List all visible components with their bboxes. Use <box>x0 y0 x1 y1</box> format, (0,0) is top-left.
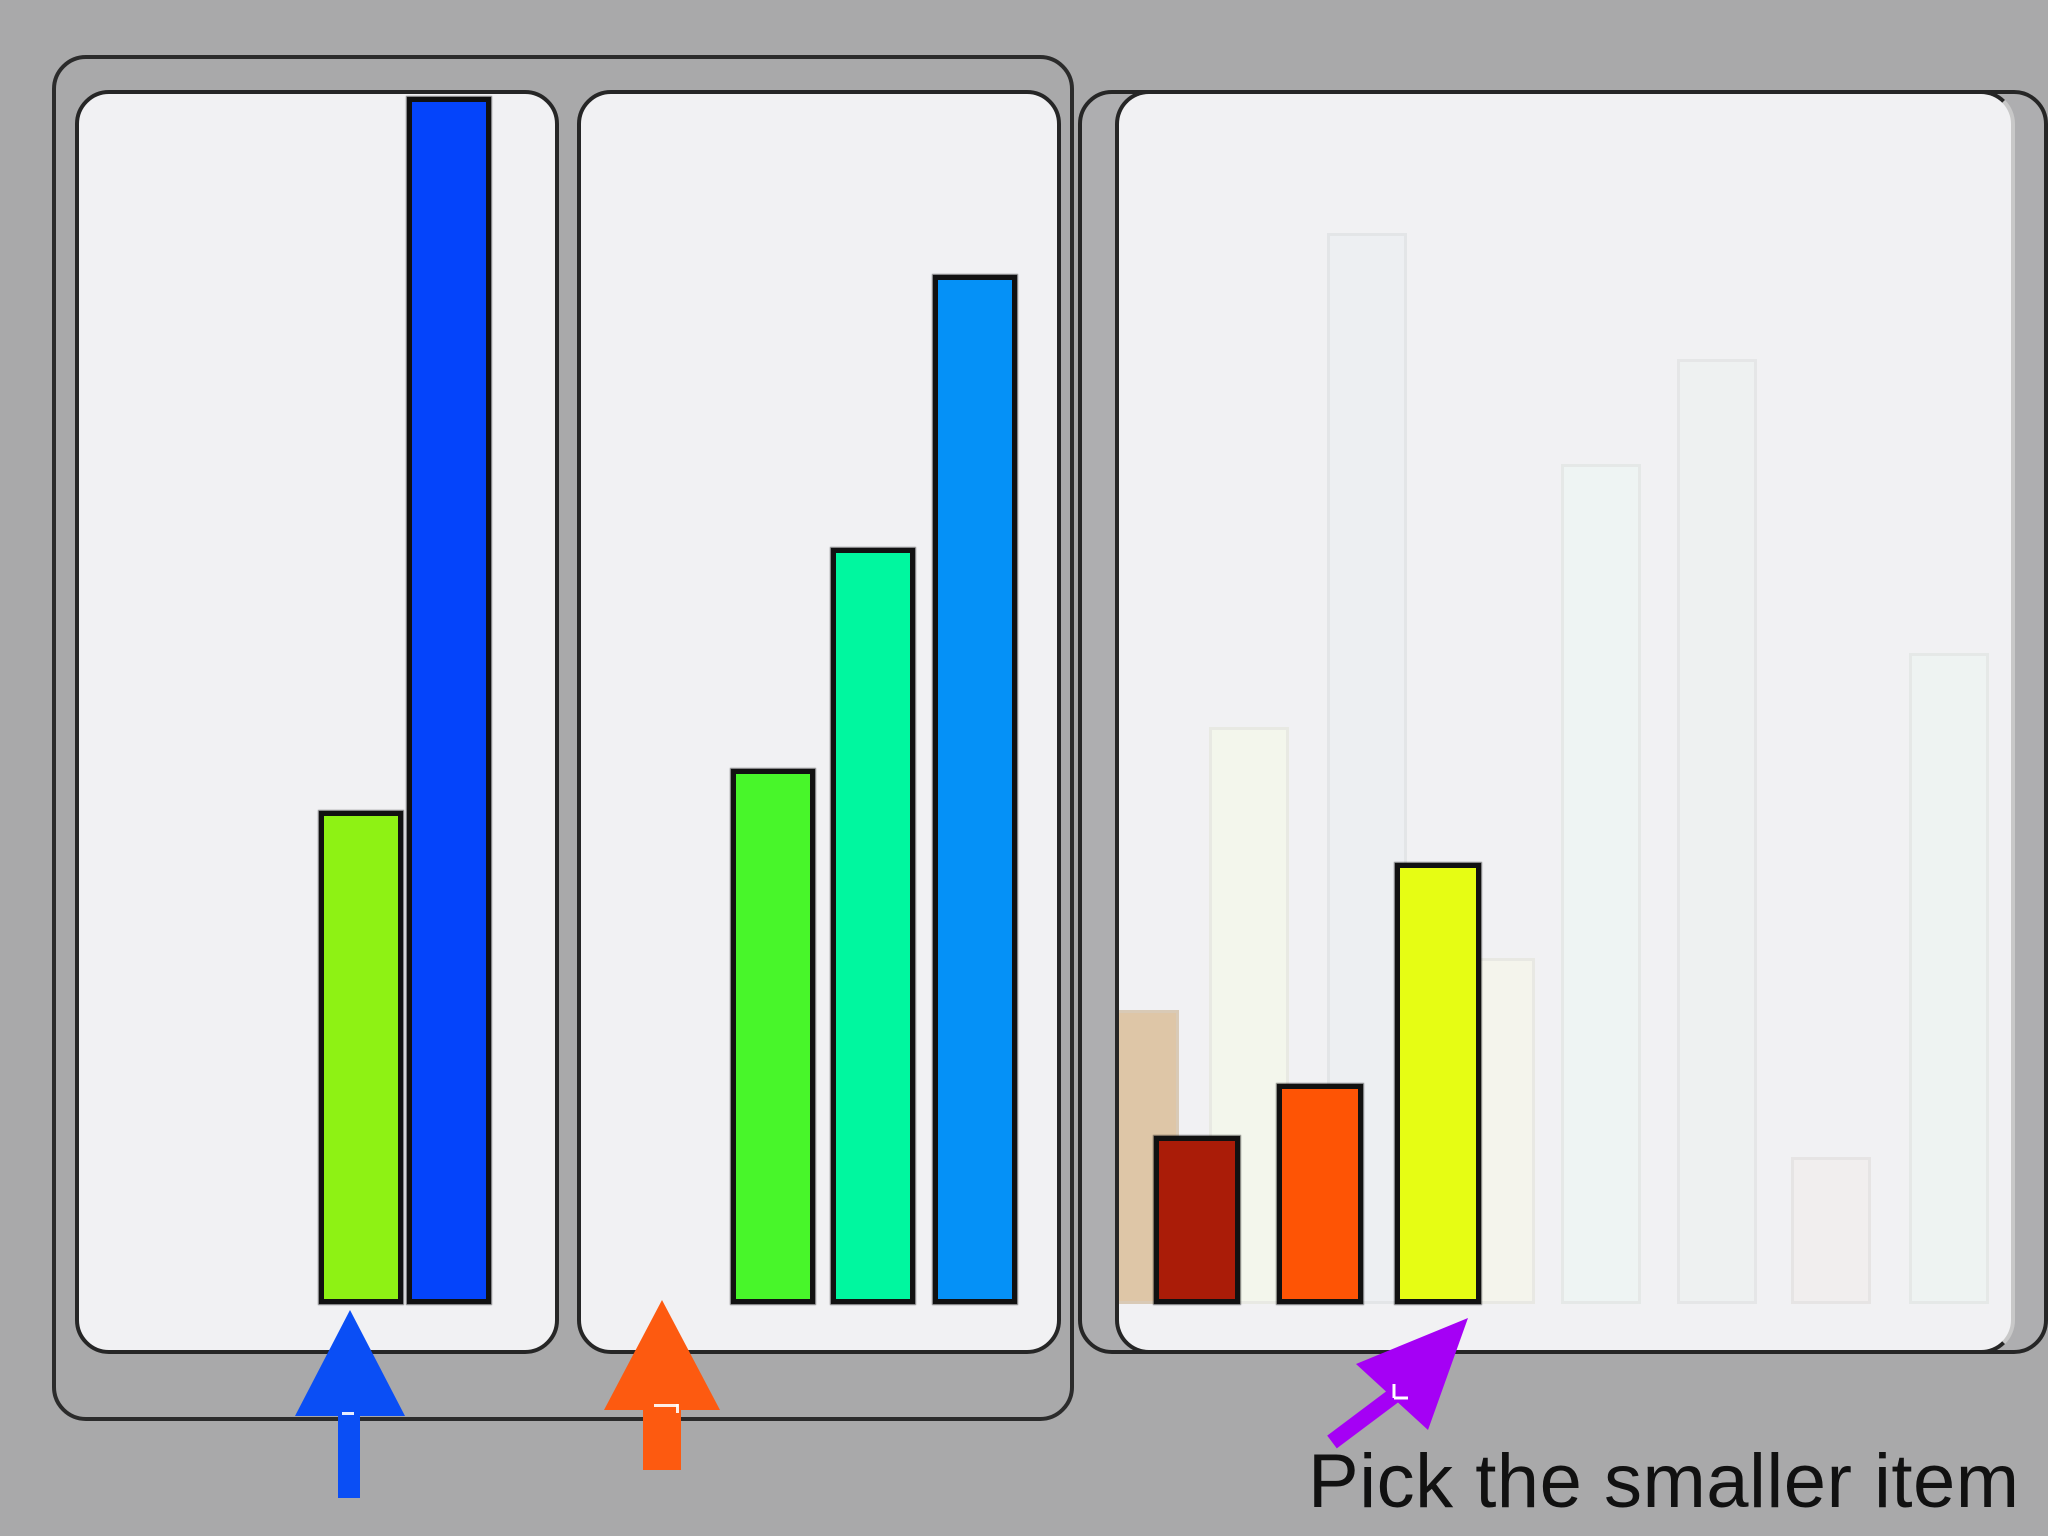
left-option-bar-1 <box>319 810 403 1304</box>
instruction-text: Pick the smaller item <box>1308 1439 2020 1524</box>
middle-option-bar-2 <box>831 548 915 1304</box>
blue-up-arrow-icon[interactable] <box>290 1308 410 1500</box>
middle-option-bar-1 <box>731 768 815 1304</box>
right-option-bar-2 <box>1277 1083 1363 1304</box>
options-group-frame <box>52 55 1074 1421</box>
orange-up-arrow-icon[interactable] <box>600 1298 724 1474</box>
middle-option-panel[interactable] <box>577 90 1061 1354</box>
right-option-bar-1 <box>1154 1136 1240 1304</box>
middle-option-bar-3 <box>933 275 1017 1304</box>
right-option-ghost-bar-8 <box>1909 653 1989 1304</box>
left-option-bar-2 <box>407 96 491 1304</box>
right-option-bar-3 <box>1395 863 1481 1304</box>
right-option-panel[interactable] <box>1115 90 2015 1354</box>
right-option-ghost-bar-6 <box>1677 359 1757 1304</box>
left-option-panel[interactable] <box>75 90 559 1354</box>
purple-diagonal-arrow-icon[interactable] <box>1318 1312 1478 1452</box>
right-option-ghost-bar-5 <box>1561 464 1641 1304</box>
right-option-ghost-bar-7 <box>1791 1157 1871 1304</box>
right-option-ghost-bar-2 <box>1209 726 1289 1304</box>
